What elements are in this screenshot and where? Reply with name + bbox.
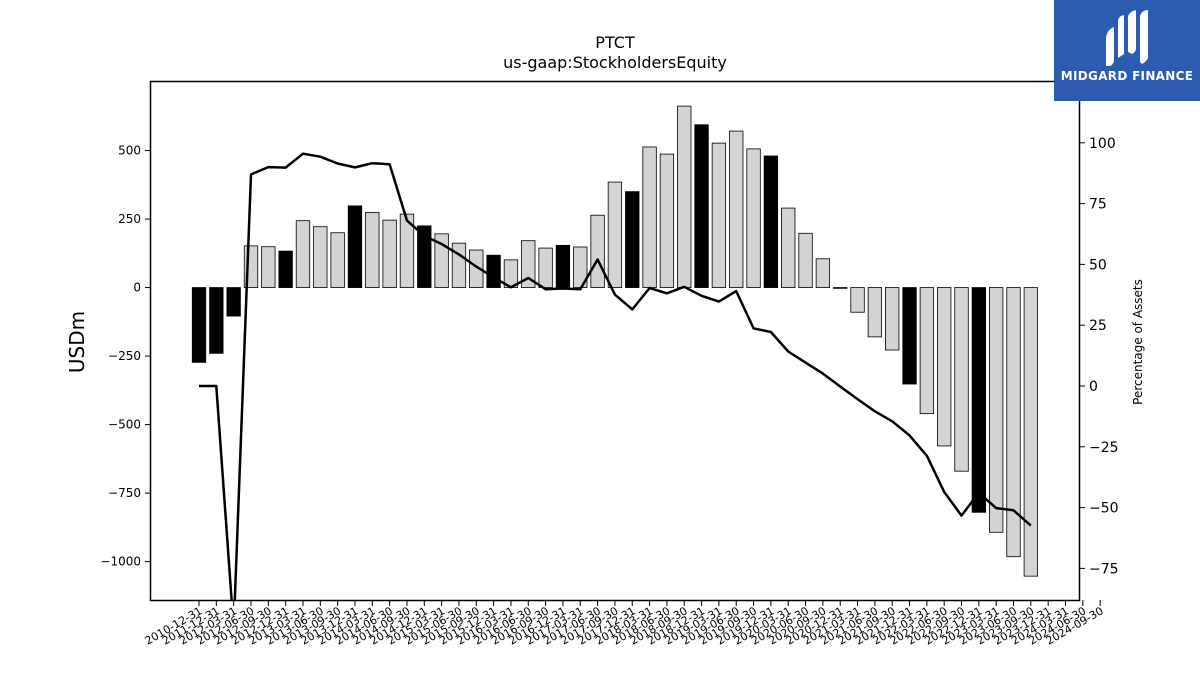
bar-series xyxy=(191,105,1038,577)
bar-2012-03-31 xyxy=(226,287,241,317)
bar-2016-06-30 xyxy=(521,240,536,288)
bar-2011-12-31 xyxy=(209,287,224,354)
bar-2013-06-30 xyxy=(313,226,328,288)
bar-2015-06-30 xyxy=(451,242,467,288)
bar-2019-06-30 xyxy=(729,130,744,288)
bar-2020-03-31 xyxy=(781,207,796,288)
bar-2013-03-31 xyxy=(295,220,311,288)
bar-2022-12-31 xyxy=(971,287,986,513)
y2-tick-label: 25 xyxy=(1089,318,1107,334)
brand-name: MIDGARD FINANCE xyxy=(1060,69,1194,83)
bar-2015-12-31 xyxy=(486,254,501,288)
y-tick-label: 500 xyxy=(118,144,141,158)
y2-tick-label: −25 xyxy=(1089,440,1119,456)
bar-2018-12-31 xyxy=(694,124,709,288)
bar-2015-09-30 xyxy=(469,249,484,288)
x-axis: 2010-12-312011-12-312012-03-312012-06-30… xyxy=(143,600,1106,648)
bar-2017-09-30 xyxy=(607,181,623,288)
bar-2014-09-30 xyxy=(399,213,415,288)
y2-axis-label: Percentage of Assets xyxy=(1131,279,1145,405)
brand-logo: MIDGARD FINANCE xyxy=(1054,0,1200,101)
bar-2022-06-30 xyxy=(937,287,952,447)
bar-2020-12-31 xyxy=(833,287,848,289)
y-tick-label: −500 xyxy=(108,418,141,432)
midgard-logo-icon xyxy=(1106,10,1148,66)
right-y-axis: −75 −50 −25 0 25 50 75 100 xyxy=(1079,136,1119,577)
percentage-line xyxy=(199,152,1032,600)
bar-2017-12-31 xyxy=(625,191,640,288)
bar-2019-12-31 xyxy=(763,155,779,288)
y-tick-label: 250 xyxy=(118,212,141,226)
bar-2013-12-31 xyxy=(347,205,363,288)
bar-2021-12-31 xyxy=(902,287,917,385)
bar-2021-03-31 xyxy=(850,287,865,313)
bar-2023-06-30 xyxy=(1006,287,1021,558)
y2-tick-label: 100 xyxy=(1089,136,1116,152)
bar-2018-09-30 xyxy=(677,105,692,288)
bar-2022-09-30 xyxy=(954,287,969,472)
y-tick-label: −250 xyxy=(108,349,141,363)
bar-2021-06-30 xyxy=(867,287,883,338)
plot-frame xyxy=(149,80,1081,602)
bar-2022-03-31 xyxy=(919,287,935,415)
y2-tick-label: 0 xyxy=(1089,379,1098,395)
y2-tick-label: 50 xyxy=(1089,257,1107,273)
chart-subtitle: us-gaap:StockholdersEquity xyxy=(503,53,727,72)
y-tick-label: −750 xyxy=(108,486,141,500)
y2-tick-label: −75 xyxy=(1089,561,1119,577)
bar-2016-09-30 xyxy=(538,247,553,288)
y-tick-label: 0 xyxy=(133,281,141,295)
bar-2014-03-31 xyxy=(365,212,380,288)
bar-2014-12-31 xyxy=(417,225,432,288)
bar-2018-06-30 xyxy=(659,153,675,288)
bar-2021-09-30 xyxy=(885,287,900,351)
left-y-axis: −1000 −750 −500 −250 0 250 500 xyxy=(100,144,151,569)
chart-title: PTCT xyxy=(595,33,635,52)
y2-tick-label: −50 xyxy=(1089,501,1119,517)
bar-2019-03-31 xyxy=(711,142,727,288)
percentage-line-series xyxy=(199,152,1032,600)
bar-2020-06-30 xyxy=(798,232,813,288)
bar-2019-09-30 xyxy=(746,148,761,288)
bar-2016-12-31 xyxy=(555,244,571,288)
bar-2012-09-30 xyxy=(261,246,276,288)
bar-2014-06-30 xyxy=(382,219,397,288)
bar-2012-12-31 xyxy=(278,250,293,288)
bar-2023-03-31 xyxy=(989,287,1004,533)
bar-2017-06-30 xyxy=(590,214,605,288)
bar-2018-03-31 xyxy=(642,146,657,288)
bar-2013-09-30 xyxy=(330,232,345,288)
y2-tick-label: 75 xyxy=(1089,197,1107,213)
y-tick-label: −1000 xyxy=(100,555,141,569)
bar-2010-12-31 xyxy=(191,287,207,363)
y-axis-label: USDm xyxy=(65,311,89,373)
bar-2023-09-30 xyxy=(1023,287,1038,577)
bar-2020-09-30 xyxy=(815,258,831,288)
